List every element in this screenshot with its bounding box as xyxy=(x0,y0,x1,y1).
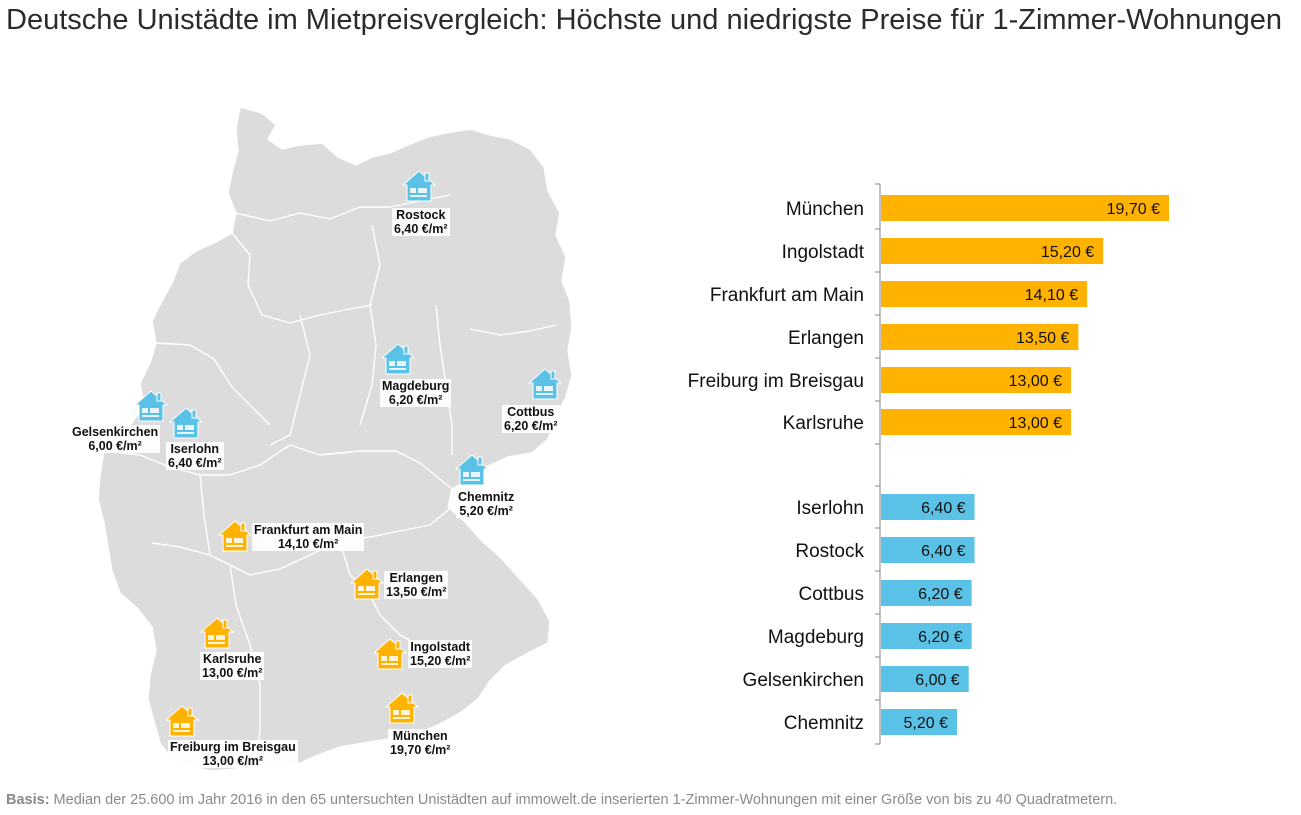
category-label: Chemnitz xyxy=(784,713,864,734)
bar xyxy=(881,409,1072,435)
bar xyxy=(881,195,1169,221)
category-label: Frankfurt am Main xyxy=(710,285,864,306)
value-label: 6,20 € xyxy=(918,629,963,646)
category-label: Cottbus xyxy=(799,584,864,605)
value-label: 15,20 € xyxy=(1041,244,1094,261)
map-city-price: 13,00 €/m² xyxy=(202,666,263,680)
map-city-price: 6,40 €/m² xyxy=(168,456,222,470)
map-city-label: Karlsruhe 13,00 €/m² xyxy=(200,652,265,680)
germany-map xyxy=(0,95,620,795)
map-city-price: 6,40 €/m² xyxy=(394,222,448,236)
footer-note: Basis: Median der 25.600 im Jahr 2016 in… xyxy=(6,792,1117,808)
house-icon xyxy=(218,520,252,552)
category-label: München xyxy=(786,199,864,220)
germany-outline xyxy=(97,106,573,772)
map-city-label: Freiburg im Breisgau 13,00 €/m² xyxy=(168,740,298,768)
map-city-label: München 19,70 €/m² xyxy=(388,729,453,757)
house-icon xyxy=(169,407,203,439)
value-label: 5,20 € xyxy=(904,715,949,732)
chart-title: Deutsche Unistädte im Mietpreisvergleich… xyxy=(6,4,1283,36)
map-city-name: Gelsenkirchen xyxy=(72,425,159,439)
map-city-price: 5,20 €/m² xyxy=(459,504,513,518)
house-icon xyxy=(350,568,384,600)
value-label: 13,00 € xyxy=(1009,373,1062,390)
bar xyxy=(881,623,972,649)
footer-bold: Basis: xyxy=(6,792,50,808)
map-city-name: Magdeburg xyxy=(382,379,450,393)
map-city-price: 15,20 €/m² xyxy=(410,654,471,668)
house-icon xyxy=(134,390,168,422)
value-label: 6,40 € xyxy=(921,500,966,517)
germany-map-shape xyxy=(97,106,573,772)
category-label: Iserlohn xyxy=(796,498,864,519)
bar xyxy=(881,324,1079,350)
category-label: Rostock xyxy=(795,541,864,562)
map-city-name: Erlangen xyxy=(389,571,443,585)
bar xyxy=(881,494,975,520)
bar xyxy=(881,666,969,692)
map-city-name: Cottbus xyxy=(507,405,555,419)
map-city-label: Gelsenkirchen 6,00 €/m² xyxy=(70,425,161,453)
footer-text: Median der 25.600 im Jahr 2016 in den 65… xyxy=(49,792,1118,808)
map-city-name: Iserlohn xyxy=(170,442,220,456)
bar xyxy=(881,281,1088,307)
map-city-price: 6,20 €/m² xyxy=(504,419,558,433)
map-city-price: 13,50 €/m² xyxy=(386,585,447,599)
map-city-label: Magdeburg 6,20 €/m² xyxy=(380,379,452,407)
map-city-name: Ingolstadt xyxy=(410,640,471,654)
map-city-name: Karlsruhe xyxy=(203,652,262,666)
category-label: Erlangen xyxy=(788,328,864,349)
value-label: 6,00 € xyxy=(915,672,960,689)
map-city-name: Chemnitz xyxy=(458,490,515,504)
map-city-label: Cottbus 6,20 €/m² xyxy=(502,405,560,433)
house-icon xyxy=(402,170,436,202)
house-icon xyxy=(200,617,234,649)
bar xyxy=(881,238,1104,264)
map-city-label: Frankfurt am Main 14,10 €/m² xyxy=(252,523,365,551)
map-city-price: 14,10 €/m² xyxy=(277,537,339,551)
value-label: 13,00 € xyxy=(1009,415,1062,432)
map-city-price: 6,00 €/m² xyxy=(88,439,142,453)
map-city-price: 13,00 €/m² xyxy=(202,754,264,768)
map-city-label: Rostock 6,40 €/m² xyxy=(392,208,450,236)
value-label: 14,10 € xyxy=(1025,287,1078,304)
house-icon xyxy=(165,705,199,737)
value-label: 6,20 € xyxy=(918,586,963,603)
house-icon xyxy=(455,454,489,486)
house-icon xyxy=(381,343,415,375)
value-label: 6,40 € xyxy=(921,543,966,560)
house-icon xyxy=(528,368,562,400)
house-icon xyxy=(385,692,419,724)
category-label: Magdeburg xyxy=(768,627,864,648)
map-city-name: Frankfurt am Main xyxy=(254,523,363,537)
value-label: 19,70 € xyxy=(1107,201,1160,218)
category-label: Karlsruhe xyxy=(783,413,864,434)
category-label: Freiburg im Breisgau xyxy=(688,371,864,392)
category-label: Gelsenkirchen xyxy=(743,670,864,691)
map-city-label: Iserlohn 6,40 €/m² xyxy=(166,442,224,470)
map-city-name: Rostock xyxy=(396,208,446,222)
category-label: Ingolstadt xyxy=(782,242,865,263)
map-city-label: Chemnitz 5,20 €/m² xyxy=(456,490,517,518)
value-label: 13,50 € xyxy=(1016,330,1069,347)
bar xyxy=(881,580,972,606)
map-city-label: Ingolstadt 15,20 €/m² xyxy=(408,640,473,668)
map-city-label: Erlangen 13,50 €/m² xyxy=(384,571,449,599)
map-city-price: 6,20 €/m² xyxy=(388,393,443,407)
house-icon xyxy=(373,638,407,670)
price-bar-chart: München 19,70 € Ingolstadt 15,20 € Frankfurt… xyxy=(688,183,1169,745)
map-city-price: 19,70 €/m² xyxy=(390,743,451,757)
bar xyxy=(881,537,975,563)
map-city-name: München xyxy=(392,729,448,743)
bar xyxy=(881,709,958,735)
bar xyxy=(881,367,1072,393)
map-city-name: Freiburg im Breisgau xyxy=(170,740,296,754)
